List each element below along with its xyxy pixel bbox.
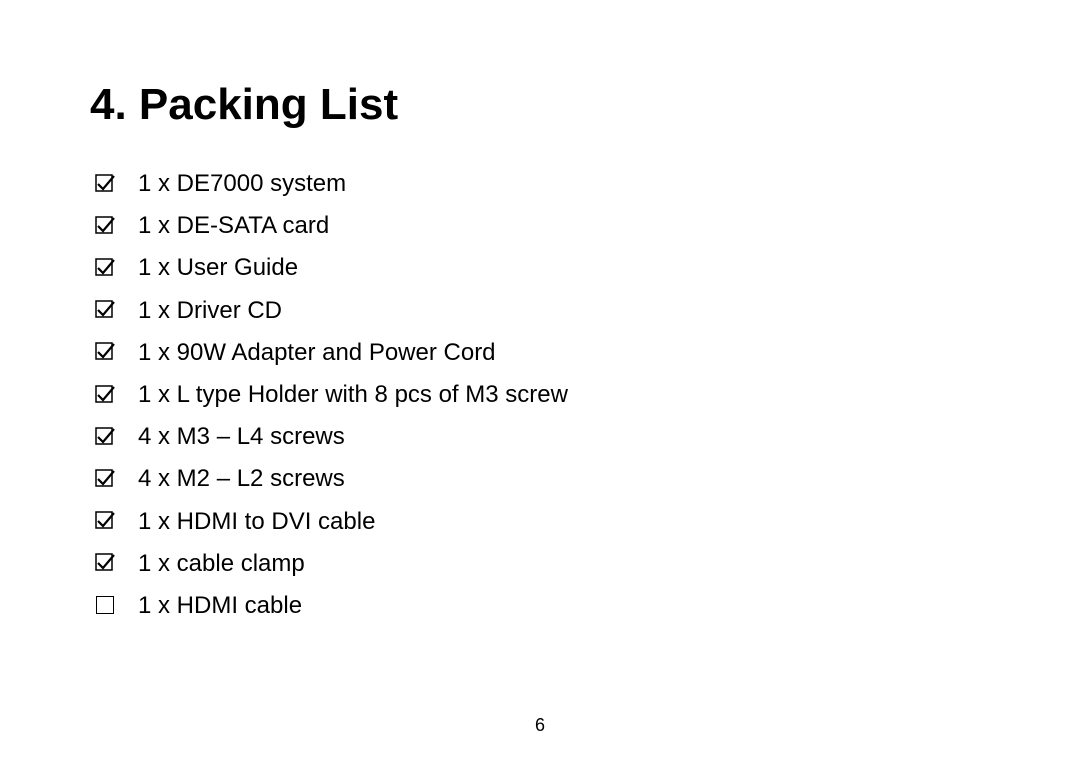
checked-box-icon xyxy=(96,512,114,530)
checked-box-icon xyxy=(96,428,114,446)
list-item: 1 x HDMI to DVI cable xyxy=(96,506,990,537)
page-container: 4. Packing List 1 x DE7000 system 1 x DE… xyxy=(0,0,1080,621)
checked-box-icon xyxy=(96,217,114,235)
list-item: 1 x DE7000 system xyxy=(96,168,990,199)
page-number: 6 xyxy=(0,715,1080,736)
list-item-label: 1 x Driver CD xyxy=(138,295,282,326)
list-item-label: 1 x DE-SATA card xyxy=(138,210,329,241)
list-item: 1 x Driver CD xyxy=(96,295,990,326)
checked-box-icon xyxy=(96,259,114,277)
list-item-label: 1 x HDMI to DVI cable xyxy=(138,506,375,537)
list-item: 1 x DE-SATA card xyxy=(96,210,990,241)
list-item-label: 4 x M2 – L2 screws xyxy=(138,463,345,494)
unchecked-box-icon xyxy=(96,596,114,614)
checked-box-icon xyxy=(96,175,114,193)
list-item-label: 1 x L type Holder with 8 pcs of M3 screw xyxy=(138,379,568,410)
list-item: 1 x User Guide xyxy=(96,252,990,283)
checked-box-icon xyxy=(96,343,114,361)
list-item: 4 x M2 – L2 screws xyxy=(96,463,990,494)
list-item: 4 x M3 – L4 screws xyxy=(96,421,990,452)
page-title: 4. Packing List xyxy=(90,80,990,130)
list-item-label: 4 x M3 – L4 screws xyxy=(138,421,345,452)
list-item: 1 x HDMI cable xyxy=(96,590,990,621)
checked-box-icon xyxy=(96,301,114,319)
list-item-label: 1 x User Guide xyxy=(138,252,298,283)
list-item: 1 x L type Holder with 8 pcs of M3 screw xyxy=(96,379,990,410)
list-item: 1 x 90W Adapter and Power Cord xyxy=(96,337,990,368)
packing-list: 1 x DE7000 system 1 x DE-SATA card 1 x U… xyxy=(90,168,990,621)
checked-box-icon xyxy=(96,470,114,488)
list-item-label: 1 x cable clamp xyxy=(138,548,305,579)
checked-box-icon xyxy=(96,386,114,404)
checked-box-icon xyxy=(96,554,114,572)
list-item: 1 x cable clamp xyxy=(96,548,990,579)
list-item-label: 1 x HDMI cable xyxy=(138,590,302,621)
list-item-label: 1 x 90W Adapter and Power Cord xyxy=(138,337,496,368)
list-item-label: 1 x DE7000 system xyxy=(138,168,346,199)
